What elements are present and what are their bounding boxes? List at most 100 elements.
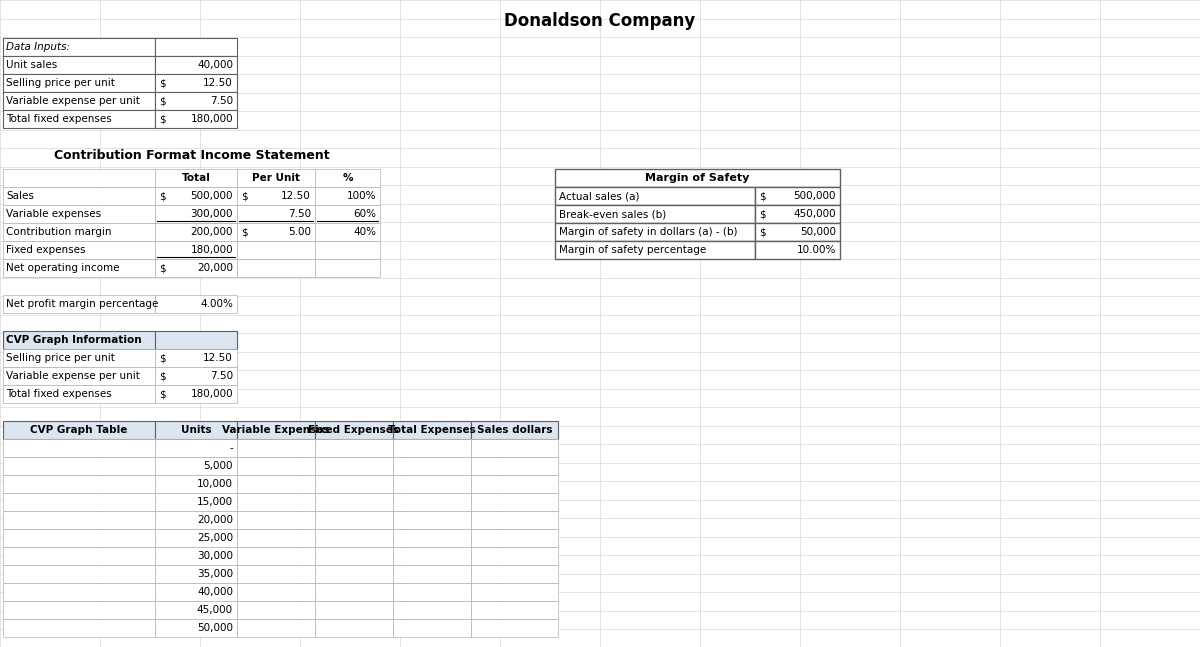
Text: Total fixed expenses: Total fixed expenses: [6, 389, 112, 399]
Bar: [470, 494, 558, 511]
Text: Variable expense per unit: Variable expense per unit: [6, 96, 140, 106]
Bar: [2, 565, 155, 584]
Text: Units: Units: [181, 425, 211, 435]
Bar: [314, 439, 394, 457]
Text: Selling price per unit: Selling price per unit: [6, 353, 115, 364]
Bar: [2, 56, 155, 74]
Bar: [155, 349, 238, 367]
Bar: [155, 56, 238, 74]
Bar: [470, 529, 558, 547]
Bar: [394, 584, 470, 602]
Bar: [314, 421, 394, 439]
Text: 50,000: 50,000: [800, 227, 836, 237]
Bar: [155, 386, 238, 403]
Bar: [155, 421, 238, 439]
Bar: [2, 421, 155, 439]
Text: Sales: Sales: [6, 192, 34, 201]
Bar: [314, 511, 394, 529]
Bar: [155, 188, 238, 205]
Text: Net operating income: Net operating income: [6, 263, 120, 274]
Text: $: $: [158, 389, 166, 399]
Bar: [2, 296, 155, 313]
Text: Variable expense per unit: Variable expense per unit: [6, 371, 140, 381]
Bar: [155, 110, 238, 128]
Bar: [470, 547, 558, 565]
Bar: [2, 367, 155, 386]
Bar: [238, 205, 314, 223]
Text: 500,000: 500,000: [191, 192, 233, 201]
Bar: [2, 386, 155, 403]
Text: -: -: [229, 443, 233, 454]
Bar: [554, 188, 755, 205]
Text: Variable expenses: Variable expenses: [6, 210, 101, 219]
Bar: [2, 619, 155, 637]
Text: $: $: [158, 78, 166, 88]
Text: 180,000: 180,000: [191, 245, 233, 256]
Bar: [394, 476, 470, 494]
Text: 7.50: 7.50: [210, 371, 233, 381]
Bar: [238, 565, 314, 584]
Bar: [238, 547, 314, 565]
Bar: [238, 259, 314, 278]
Text: Donaldson Company: Donaldson Company: [504, 12, 696, 30]
Bar: [554, 223, 755, 241]
Bar: [2, 602, 155, 619]
Bar: [2, 511, 155, 529]
Text: $: $: [241, 192, 247, 201]
Text: 15,000: 15,000: [197, 498, 233, 507]
Text: 20,000: 20,000: [197, 516, 233, 525]
Text: $: $: [158, 371, 166, 381]
Bar: [314, 476, 394, 494]
Bar: [755, 223, 840, 241]
Bar: [314, 241, 380, 259]
Bar: [155, 259, 238, 278]
Bar: [238, 421, 314, 439]
Text: 35,000: 35,000: [197, 569, 233, 580]
Text: $: $: [241, 227, 247, 237]
Bar: [470, 439, 558, 457]
Bar: [155, 205, 238, 223]
Text: 12.50: 12.50: [281, 192, 311, 201]
Bar: [238, 619, 314, 637]
Bar: [755, 205, 840, 223]
Bar: [470, 457, 558, 476]
Bar: [238, 241, 314, 259]
Bar: [155, 367, 238, 386]
Bar: [314, 529, 394, 547]
Text: 20,000: 20,000: [197, 263, 233, 274]
Bar: [314, 547, 394, 565]
Bar: [2, 92, 155, 110]
Bar: [314, 223, 380, 241]
Bar: [2, 38, 155, 56]
Text: 50,000: 50,000: [197, 624, 233, 633]
Text: 5.00: 5.00: [288, 227, 311, 237]
Bar: [554, 241, 755, 259]
Bar: [2, 349, 155, 367]
Bar: [755, 188, 840, 205]
Bar: [470, 619, 558, 637]
Text: $: $: [158, 263, 166, 274]
Bar: [394, 602, 470, 619]
Bar: [2, 74, 155, 92]
Bar: [155, 476, 238, 494]
Text: 7.50: 7.50: [210, 96, 233, 106]
Bar: [314, 457, 394, 476]
Text: Selling price per unit: Selling price per unit: [6, 78, 115, 88]
Text: 10,000: 10,000: [197, 479, 233, 489]
Text: 4.00%: 4.00%: [200, 300, 233, 309]
Text: 12.50: 12.50: [203, 353, 233, 364]
Text: Sales dollars: Sales dollars: [476, 425, 552, 435]
Bar: [238, 494, 314, 511]
Bar: [155, 511, 238, 529]
Text: CVP Graph Information: CVP Graph Information: [6, 335, 142, 345]
Bar: [155, 565, 238, 584]
Bar: [155, 457, 238, 476]
Bar: [314, 565, 394, 584]
Text: $: $: [760, 210, 766, 219]
Bar: [2, 439, 155, 457]
Bar: [238, 584, 314, 602]
Text: $: $: [158, 353, 166, 364]
Bar: [2, 241, 155, 259]
Bar: [155, 494, 238, 511]
Text: Total Expenses: Total Expenses: [388, 425, 476, 435]
